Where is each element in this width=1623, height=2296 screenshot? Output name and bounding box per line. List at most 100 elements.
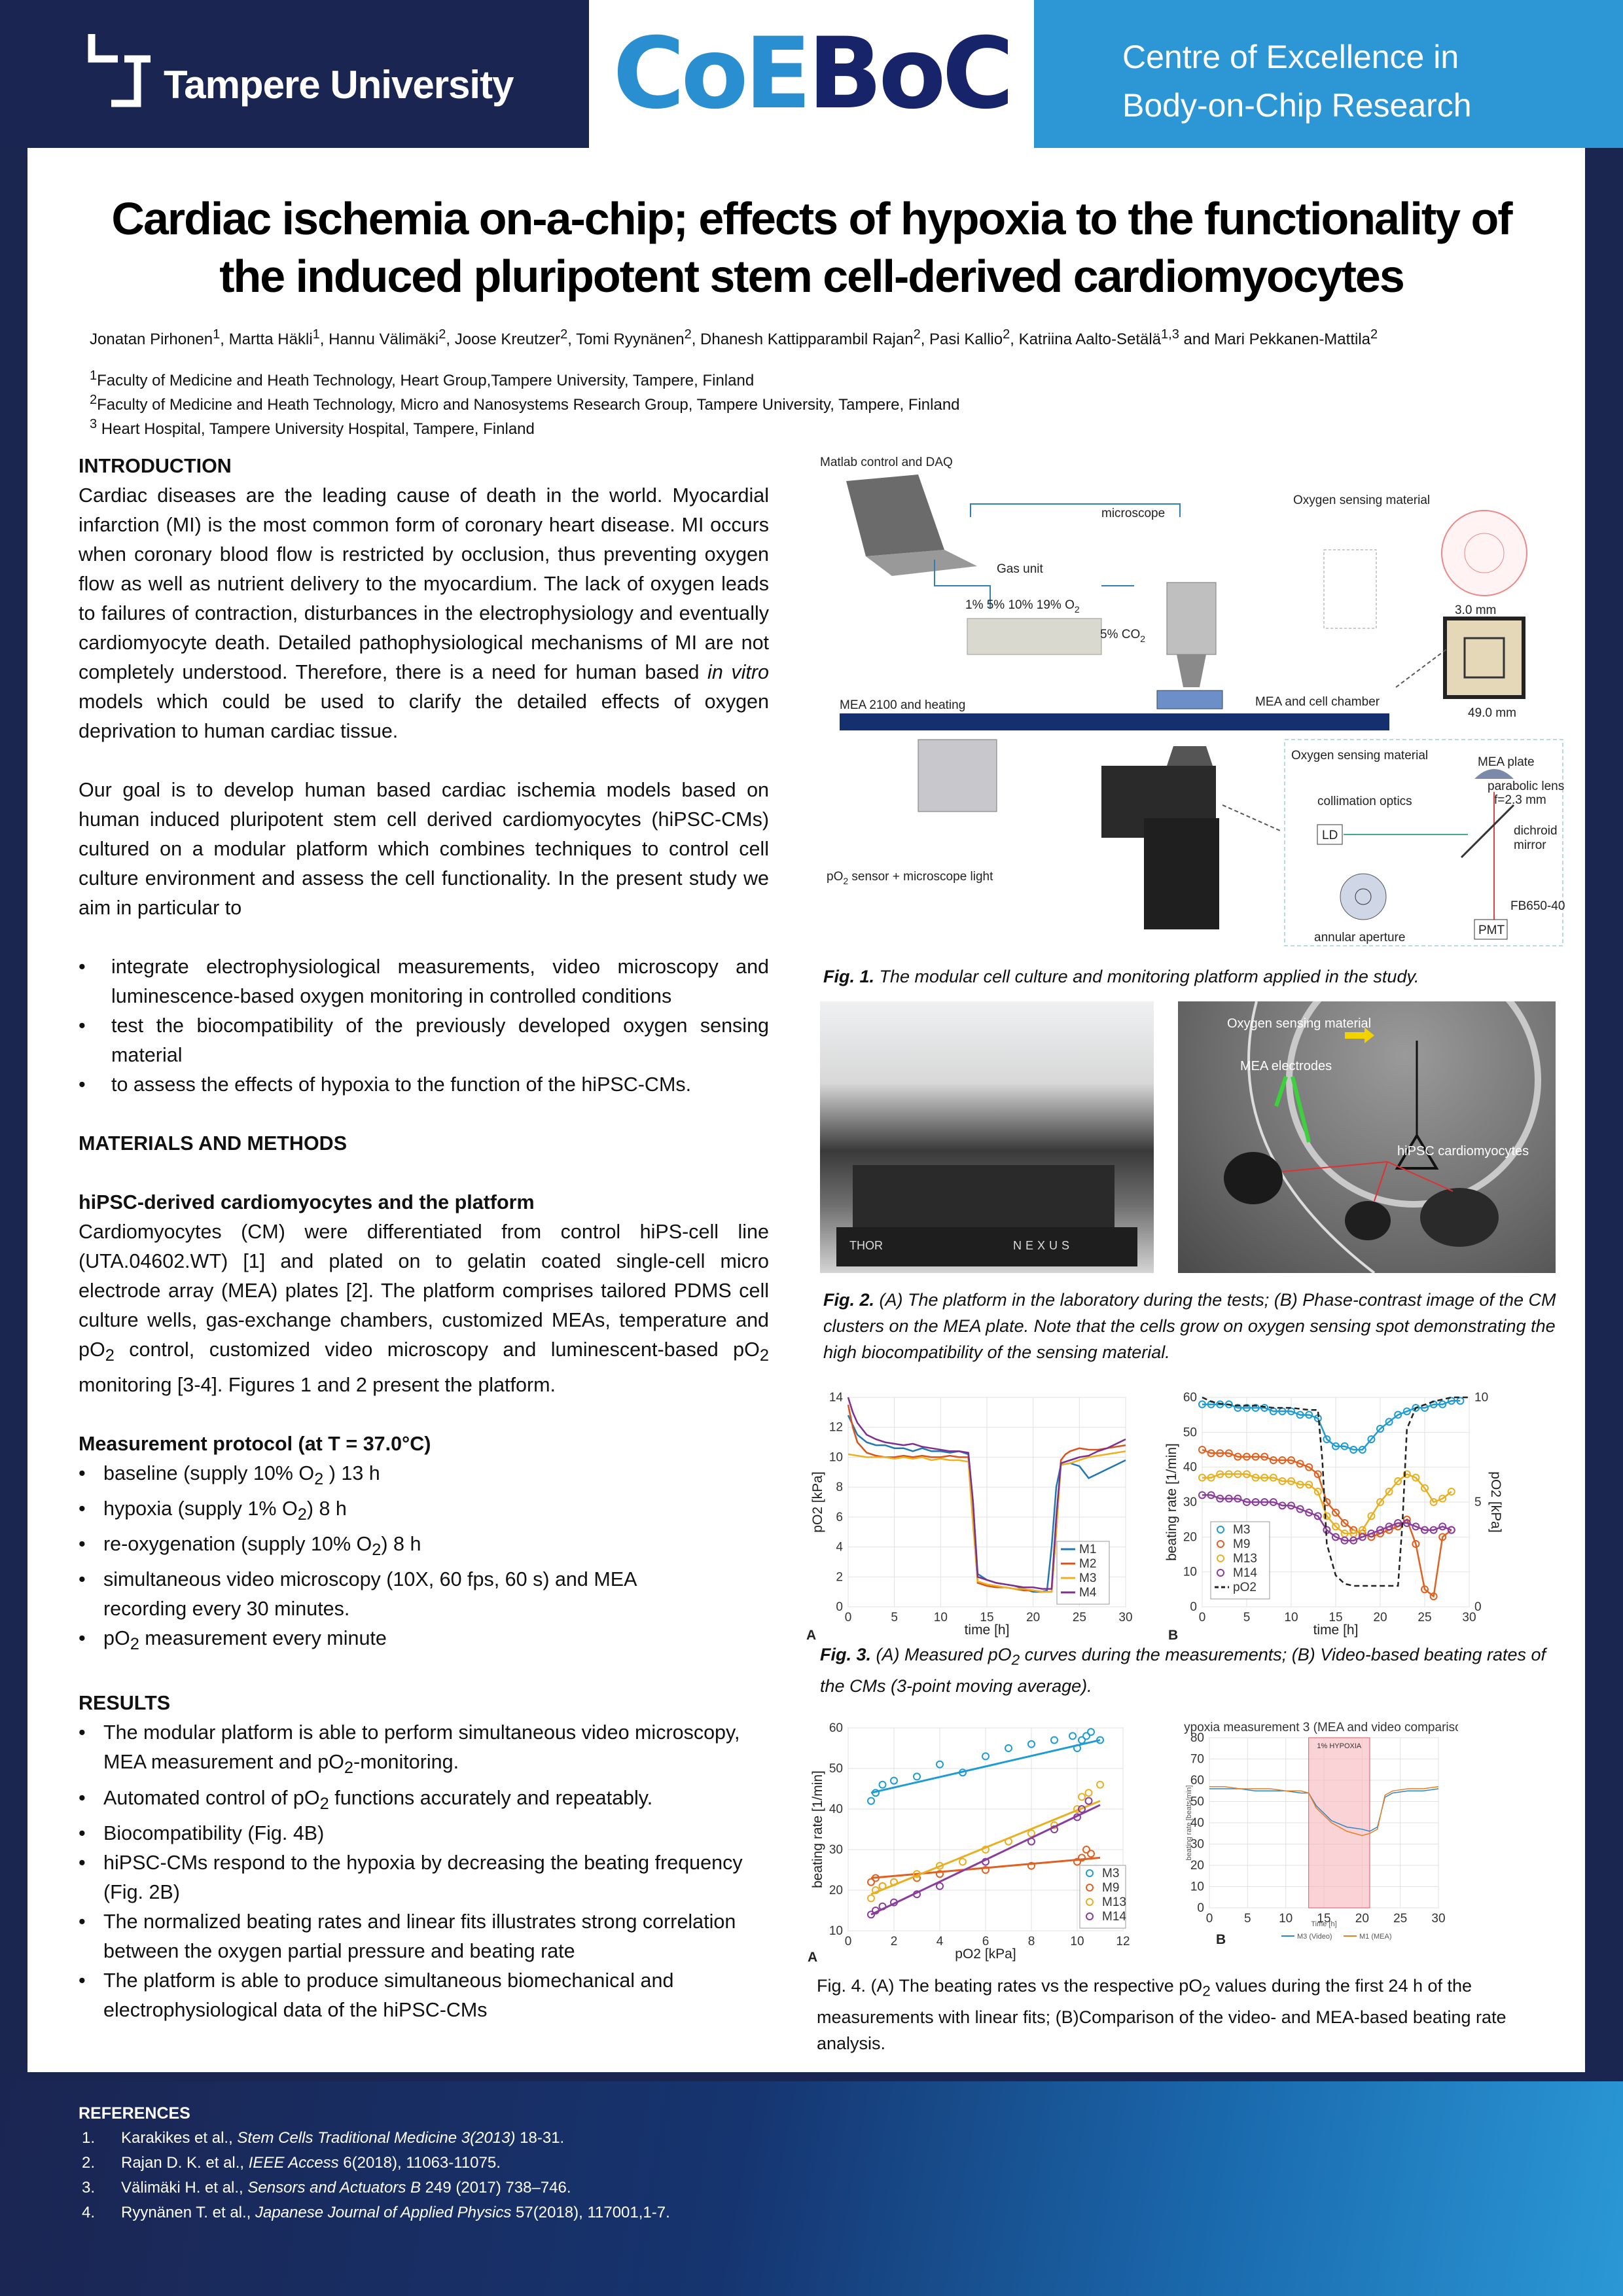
data-point-M9 <box>1429 1592 1438 1600</box>
data-point-M9 <box>1269 1456 1277 1464</box>
figure-4-caption: Fig. 4. (A) The beating rates vs the res… <box>817 1976 1507 2054</box>
sensing-material-exploded-view <box>1323 549 1377 629</box>
panel-label: B <box>1216 1932 1226 1947</box>
label-gas-percentages: 1% 5% 10% 19% O2 <box>965 598 1080 615</box>
label-oxygen-sensing: Oxygen sensing material <box>1293 493 1430 507</box>
data-point-M14 <box>1305 1509 1313 1516</box>
data-point-M13 <box>1421 1484 1429 1492</box>
data-point-M14 <box>1438 1522 1447 1531</box>
data-point-M14 <box>1251 1498 1260 1506</box>
data-point-M9 <box>1260 1452 1269 1461</box>
leader-arrow <box>1395 647 1449 688</box>
x-tick-label: 0 <box>845 1611 852 1624</box>
data-point-M13 <box>1323 1512 1331 1520</box>
x-axis-label: Time [h] <box>1311 1920 1336 1928</box>
data-point-M13 <box>1278 1477 1287 1485</box>
y-tick-label: 2 <box>836 1570 843 1584</box>
y-tick-label: 20 <box>1190 1859 1204 1873</box>
author-name: Joose Kreutzer <box>454 331 561 348</box>
x-tick-label: 0 <box>845 1935 852 1948</box>
phase-contrast-overlay: Oxygen sensing material MEA electrodes h… <box>1224 1001 1541 1273</box>
data-point-M3 <box>1027 1740 1035 1748</box>
coeboc-logo-b: BoC <box>808 17 1014 131</box>
legend-label-M4: M4 <box>1079 1586 1097 1600</box>
data-point-M14 <box>1216 1494 1224 1503</box>
x-tick-label: 20 <box>1026 1611 1040 1624</box>
series-line-M3 (Video) <box>1209 1788 1439 1832</box>
label-dichroid: dichroid <box>1514 824 1558 838</box>
y-tick-label: 60 <box>829 1721 843 1735</box>
x-tick-label: 12 <box>1116 1935 1130 1948</box>
data-point-M9 <box>1278 1456 1287 1464</box>
microscope-objective-icon <box>1166 582 1217 655</box>
left-column: INTRODUCTION Cardiac diseases are the le… <box>79 452 769 2025</box>
microscope-tip <box>1177 655 1206 687</box>
series-line-M2 <box>847 1405 1126 1593</box>
legend-label-M9: M9 <box>1233 1537 1250 1551</box>
data-point-M3 <box>1287 1407 1295 1416</box>
data-point-M14 <box>1332 1533 1340 1541</box>
y-tick-label: 20 <box>1183 1530 1197 1544</box>
data-point-M14 <box>1358 1533 1366 1541</box>
list-item: Automated control of pO2 functions accur… <box>79 1784 753 1819</box>
legend-label-mea: M1 (MEA) <box>1359 1933 1392 1941</box>
author-affiliation-sup: 2 <box>1370 327 1378 342</box>
green-pointer <box>1291 1076 1311 1143</box>
label-po2-sensor: pO2 sensor + microscope light <box>827 870 993 886</box>
author-affiliation-sup: 2 <box>913 327 921 342</box>
data-point-M9 <box>1305 1463 1313 1471</box>
data-point-M3 <box>1082 1732 1090 1740</box>
figure-1-platform-diagram: Matlab control and DAQ microscope Oxygen… <box>820 456 1565 946</box>
results-heading: RESULTS <box>79 1692 171 1715</box>
x-tick-label: 10 <box>934 1611 948 1624</box>
data-point-M14 <box>1278 1501 1287 1510</box>
leader-arrow <box>1222 804 1282 832</box>
green-pointer <box>1274 1076 1288 1107</box>
cell-cluster <box>1420 1188 1499 1247</box>
data-point-M14 <box>1421 1526 1429 1534</box>
data-point-M13 <box>1216 1470 1224 1479</box>
coeboc-logo-a: CoE <box>613 17 812 131</box>
data-point-M3 <box>1349 1446 1358 1454</box>
author-list: Jonatan Pirhonen1, Martta Häkli1, Hannu … <box>90 327 1378 348</box>
legend-marker-M13 <box>1086 1898 1094 1906</box>
data-point-M13 <box>1198 1473 1206 1482</box>
parabolic-lens-icon <box>1474 769 1514 779</box>
x-tick-label: 5 <box>891 1611 898 1624</box>
data-point-M13 <box>1412 1473 1420 1482</box>
header: Tampere University CoEBoC Centre of Exce… <box>0 0 1623 148</box>
data-point-M14 <box>1429 1526 1438 1534</box>
data-point-M13 <box>1269 1473 1277 1482</box>
x-tick-label: 0 <box>1206 1912 1213 1926</box>
y-tick-label: 12 <box>829 1421 843 1435</box>
data-point-M14 <box>1296 1505 1304 1513</box>
fit-line-M9 <box>870 1856 1101 1879</box>
list-item: The modular platform is able to perform … <box>79 1718 753 1783</box>
title-line1: Cardiac ischemia on-a-chip; effects of h… <box>111 193 1512 244</box>
optics-schematic-box <box>1284 739 1563 946</box>
data-point-M13 <box>959 1857 967 1866</box>
affiliation-1: 1Faculty of Medicine and Heath Technolog… <box>90 368 755 389</box>
x-tick-label: 0 <box>1199 1611 1206 1624</box>
methods-paragraph: Cardiomyocytes (CM) were differentiated … <box>79 1221 769 1397</box>
y-axis-label: beating rate [1/min] <box>1164 1443 1179 1561</box>
y-tick-label: 50 <box>829 1762 843 1776</box>
data-point-M14 <box>1412 1522 1420 1531</box>
y-tick-label: 0 <box>1197 1901 1204 1915</box>
data-point-M13 <box>1447 1488 1455 1496</box>
label-mea-chamber: MEA and cell chamber <box>1255 695 1380 709</box>
affiliation-2: 2Faculty of Medicine and Heath Technolog… <box>90 393 960 414</box>
data-point-M3 <box>1323 1435 1331 1443</box>
figure-2a-lab-photo: THOR NEXUS <box>820 1001 1154 1273</box>
y-tick-label: 30 <box>829 1843 843 1857</box>
data-point-M3 <box>1260 1404 1269 1412</box>
data-point-M13 <box>1367 1512 1376 1520</box>
author-name: Tomi Ryynänen <box>576 331 685 348</box>
legend-label-M2: M2 <box>1079 1557 1096 1571</box>
x-tick-label: 6 <box>982 1935 990 1948</box>
list-item: integrate electrophysiological measureme… <box>79 952 769 1011</box>
x-tick-label: 15 <box>1317 1912 1330 1926</box>
panel-label: A <box>808 1950 817 1965</box>
legend-marker-M14 <box>1086 1912 1094 1920</box>
data-point-M3 <box>913 1772 921 1781</box>
